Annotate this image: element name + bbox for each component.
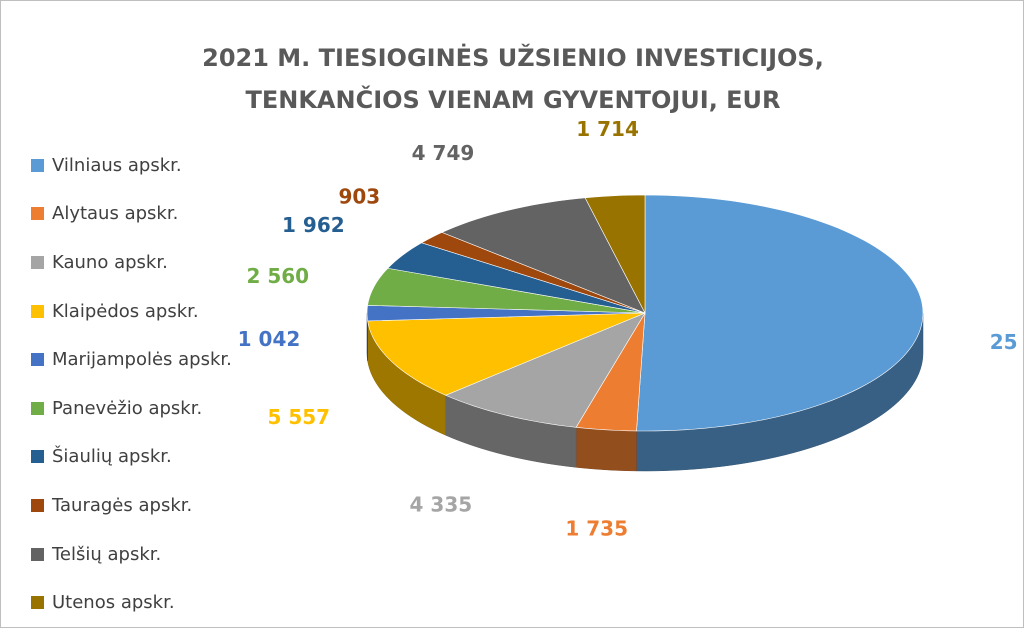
data-label: 2 560 — [246, 264, 309, 288]
legend-item: Telšių apskr. — [31, 530, 291, 579]
chart-title-line-1: 2021 M. TIESIOGINĖS UŽSIENIO INVESTICIJO… — [202, 44, 824, 72]
legend-label: Vilniaus apskr. — [52, 154, 182, 176]
legend-swatch — [31, 207, 44, 221]
legend-swatch — [31, 353, 44, 367]
legend-label: Utenos apskr. — [52, 592, 175, 614]
pie-slice — [387, 242, 646, 314]
legend-item: Vilniaus apskr. — [31, 141, 291, 190]
legend-label: Marijampolės apskr. — [52, 349, 232, 371]
data-label: 5 557 — [267, 405, 330, 429]
legend-item: Šiaulių apskr. — [31, 433, 291, 482]
legend-swatch — [31, 304, 44, 318]
pie-slice — [444, 312, 646, 428]
legend-label: Šiaulių apskr. — [52, 446, 172, 468]
legend-swatch — [31, 450, 44, 464]
legend-item: Utenos apskr. — [31, 578, 291, 627]
pie-slice — [441, 197, 646, 314]
data-label: 1 735 — [565, 516, 628, 540]
data-label: 25 041 — [990, 330, 1024, 354]
data-label: 1 714 — [576, 117, 639, 141]
legend-swatch — [31, 158, 44, 172]
legend-item: Tauragės apskr. — [31, 481, 291, 530]
data-label: 4 749 — [412, 141, 475, 165]
legend-item: Marijampolės apskr. — [31, 335, 291, 384]
legend-label: Panevėžio apskr. — [52, 397, 203, 419]
pie-slice — [636, 194, 924, 432]
pie-slice — [575, 312, 646, 432]
pie-slice — [367, 312, 646, 396]
legend-label: Klaipėdos apskr. — [52, 300, 199, 322]
pie-slice — [367, 267, 646, 314]
data-label: 4 335 — [410, 492, 473, 516]
legend-item: Klaipėdos apskr. — [31, 287, 291, 336]
pie-top — [366, 194, 924, 432]
chart-title-line-2: TENKANČIOS VIENAM GYVENTOJUI, EUR — [245, 86, 781, 114]
legend-label: Tauragės apskr. — [52, 494, 193, 516]
data-labels: 25 041 1 735 4 335 5 557 1 042 2 560 1 962 903 4… — [238, 117, 1024, 540]
pie-slice — [584, 194, 646, 314]
chart-legend: Vilniaus apskr. Alytaus apskr. Kauno apskr… — [31, 141, 291, 627]
data-label: 1 962 — [282, 213, 345, 237]
legend-label: Kauno apskr. — [52, 251, 168, 273]
chart-title: 2021 M. TIESIOGINĖS UŽSIENIO INVESTICIJO… — [1, 37, 1024, 121]
pie-slice-side — [575, 427, 637, 472]
legend-item: Kauno apskr. — [31, 238, 291, 287]
data-label: 1 042 — [238, 327, 301, 351]
data-label: 903 — [338, 185, 380, 209]
pie-side-walls — [366, 312, 924, 472]
legend-swatch — [31, 498, 44, 512]
legend-label: Alytaus apskr. — [52, 203, 179, 225]
legend-label: Telšių apskr. — [52, 543, 162, 565]
legend-swatch — [31, 547, 44, 561]
legend-swatch — [31, 255, 44, 269]
legend-item: Alytaus apskr. — [31, 190, 291, 239]
legend-item: Panevėžio apskr. — [31, 384, 291, 433]
legend-swatch — [31, 596, 44, 610]
legend-swatch — [31, 401, 44, 415]
